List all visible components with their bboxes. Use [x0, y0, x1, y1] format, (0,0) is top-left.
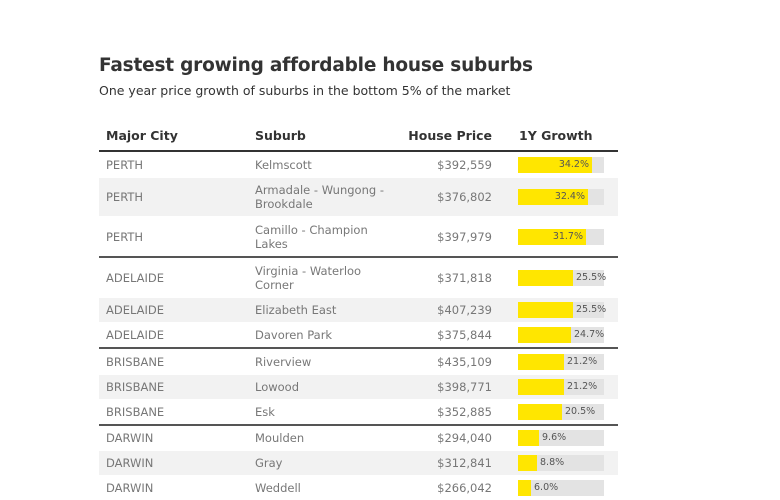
cell-house-price: $435,109 — [437, 354, 492, 369]
cell-major-city: DARWIN — [106, 431, 154, 445]
cell-house-price: $397,979 — [437, 229, 492, 244]
growth-bar-label: 8.8% — [540, 457, 565, 468]
growth-bar-track: 21.2% — [518, 379, 604, 395]
growth-bar — [518, 269, 573, 286]
cell-major-city: DARWIN — [106, 456, 154, 470]
chart-title: Fastest growing affordable house suburbs — [99, 55, 533, 76]
table-body: PERTH Kelmscott $392,559 34.2% PERTH Armadale… — [99, 152, 618, 500]
chart-subtitle: One year price growth of suburbs in the … — [99, 83, 511, 98]
growth-bar-track: 8.8% — [518, 455, 604, 471]
header-house-price: House Price — [408, 128, 492, 143]
header-1y-growth: 1Y Growth — [519, 128, 593, 143]
growth-bar-track: 25.5% — [518, 269, 607, 286]
cell-house-price: $376,802 — [437, 190, 492, 204]
cell-major-city: ADELAIDE — [106, 303, 165, 317]
cell-house-price: $407,239 — [437, 303, 492, 317]
growth-bar — [518, 228, 586, 245]
cell-suburb: Kelmscott — [255, 157, 312, 172]
cell-suburb: Davoren Park — [255, 328, 333, 342]
cell-house-price: $312,841 — [437, 456, 492, 470]
table-row: ADELAIDE Davoren Park $375,844 24.7% — [99, 323, 618, 349]
growth-bar-label: 25.5% — [576, 304, 607, 315]
cell-suburb: Virginia - Waterloo Corner — [255, 263, 362, 292]
table-row: ADELAIDE Elizabeth East $407,239 25.5% — [99, 298, 618, 323]
growth-bar — [518, 327, 571, 343]
growth-bar-label: 31.7% — [552, 230, 583, 242]
cell-major-city: PERTH — [106, 157, 144, 172]
growth-bar-track: 25.5% — [518, 302, 607, 318]
table-row: BRISBANE Riverview $435,109 21.2% — [99, 349, 618, 375]
growth-bar — [518, 404, 562, 420]
cell-suburb: Gray — [255, 456, 283, 470]
header-suburb: Suburb — [255, 128, 306, 143]
cell-major-city: ADELAIDE — [106, 328, 165, 342]
cell-house-price: $375,844 — [437, 328, 492, 342]
table-row: PERTH Armadale - Wungong - Brookdale $376,… — [99, 178, 618, 217]
cell-major-city: ADELAIDE — [106, 270, 165, 285]
growth-bar — [518, 379, 564, 395]
cell-house-price: $266,042 — [437, 481, 492, 495]
growth-bar-label: 21.2% — [567, 355, 598, 367]
header-major-city: Major City — [106, 128, 178, 143]
growth-bar-track: 31.7% — [518, 228, 604, 245]
cell-house-price: $294,040 — [437, 431, 492, 445]
table-row: PERTH Camillo - Champion Lakes $397,979 31.… — [99, 217, 618, 258]
cell-major-city: BRISBANE — [106, 354, 165, 369]
growth-bar-track: 24.7% — [518, 327, 604, 343]
growth-bar-label: 20.5% — [565, 406, 596, 417]
growth-bar-track: 21.2% — [518, 353, 604, 370]
table-header: Major City Suburb House Price 1Y Growth — [99, 122, 618, 152]
growth-bar-track: 9.6% — [518, 430, 604, 446]
growth-bar-track: 34.2% — [518, 156, 604, 173]
growth-bar-track: 20.5% — [518, 404, 604, 420]
growth-bar-label: 9.6% — [542, 432, 567, 443]
table-row: DARWIN Weddell $266,042 6.0% — [99, 476, 618, 500]
table-row: ADELAIDE Virginia - Waterloo Corner $371,8… — [99, 258, 618, 298]
cell-major-city: PERTH — [106, 229, 144, 244]
cell-suburb: Camillo - Champion Lakes — [255, 222, 368, 251]
cell-suburb: Esk — [255, 405, 275, 419]
cell-major-city: PERTH — [106, 190, 144, 204]
table-row: DARWIN Moulden $294,040 9.6% — [99, 426, 618, 451]
growth-bar-label: 6.0% — [534, 482, 559, 493]
table-row: DARWIN Gray $312,841 8.8% — [99, 451, 618, 476]
growth-bar-label: 21.2% — [567, 381, 598, 392]
cell-suburb: Lowood — [255, 380, 300, 394]
growth-bar-label: 32.4% — [554, 191, 585, 202]
growth-bar — [518, 302, 573, 318]
growth-bar — [518, 353, 564, 370]
growth-bar — [518, 189, 588, 205]
growth-table: Major City Suburb House Price 1Y Growth … — [99, 122, 618, 500]
growth-bar-track: 32.4% — [518, 189, 604, 205]
cell-house-price: $398,771 — [437, 380, 492, 394]
cell-suburb: Armadale - Wungong - Brookdale — [255, 183, 384, 211]
growth-bar-track: 6.0% — [518, 480, 604, 496]
cell-suburb: Riverview — [255, 354, 312, 369]
growth-bar — [518, 430, 539, 446]
cell-major-city: BRISBANE — [106, 380, 165, 394]
growth-bar-label: 34.2% — [558, 158, 589, 170]
cell-major-city: DARWIN — [106, 481, 154, 495]
growth-bar-label: 25.5% — [576, 271, 607, 283]
table-row: BRISBANE Lowood $398,771 21.2% — [99, 375, 618, 400]
growth-bar — [518, 480, 531, 496]
table-row: PERTH Kelmscott $392,559 34.2% — [99, 152, 618, 178]
cell-house-price: $371,818 — [437, 270, 492, 285]
cell-suburb: Moulden — [255, 431, 305, 445]
growth-bar — [518, 156, 592, 173]
growth-bar-label: 24.7% — [574, 329, 605, 340]
cell-house-price: $392,559 — [437, 157, 492, 172]
cell-house-price: $352,885 — [437, 405, 492, 419]
table-row: BRISBANE Esk $352,885 20.5% — [99, 400, 618, 426]
cell-major-city: BRISBANE — [106, 405, 165, 419]
cell-suburb: Weddell — [255, 481, 301, 495]
growth-bar — [518, 455, 537, 471]
cell-suburb: Elizabeth East — [255, 303, 337, 317]
